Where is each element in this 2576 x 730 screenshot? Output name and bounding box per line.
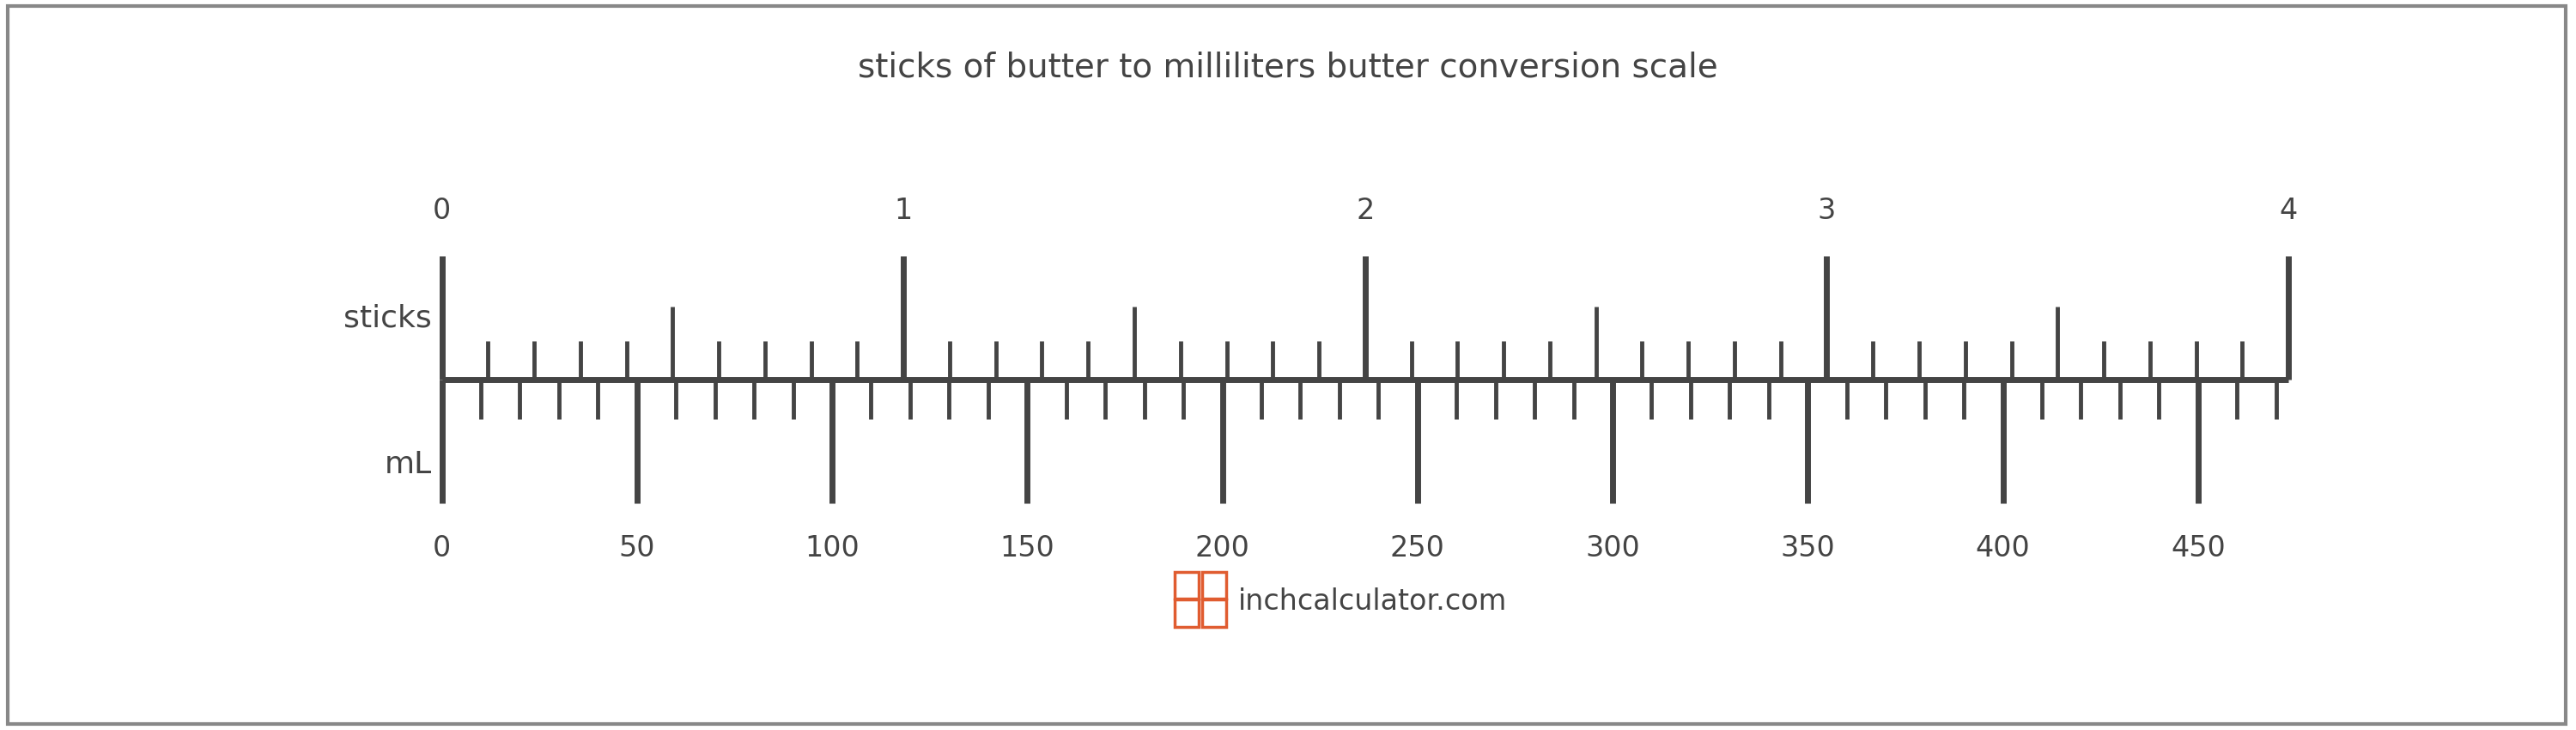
Text: 1: 1 [894,197,912,226]
Bar [1203,599,1226,626]
Text: 300: 300 [1584,534,1641,563]
Text: mL: mL [384,450,433,479]
Text: sticks of butter to milliliters butter conversion scale: sticks of butter to milliliters butter c… [858,51,1718,84]
Bar [1175,599,1198,626]
Text: 350: 350 [1780,534,1834,563]
Text: 200: 200 [1195,534,1249,563]
Text: 0: 0 [433,197,451,226]
Text: 100: 100 [804,534,860,563]
Text: 400: 400 [1976,534,2030,563]
Text: sticks: sticks [343,304,433,333]
Text: 0: 0 [433,534,451,563]
Text: 2: 2 [1355,197,1376,226]
Text: 3: 3 [1819,197,1837,226]
Text: 450: 450 [2172,534,2226,563]
Bar [1203,572,1226,599]
Text: inchcalculator.com: inchcalculator.com [1239,588,1507,616]
Text: 250: 250 [1391,534,1445,563]
Text: 50: 50 [618,534,654,563]
Text: 4: 4 [2280,197,2298,226]
Text: 150: 150 [999,534,1054,563]
Bar [1175,572,1198,599]
